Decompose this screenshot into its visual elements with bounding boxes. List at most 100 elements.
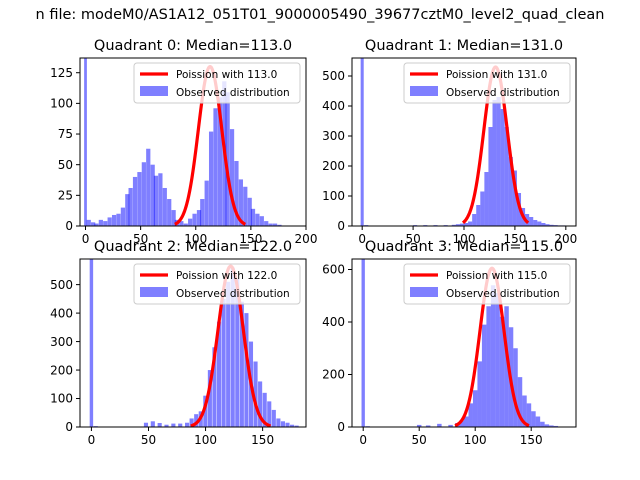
- histogram-bar: [531, 411, 536, 427]
- histogram-bar: [544, 424, 550, 427]
- x-tick-label: 0: [358, 232, 366, 246]
- histogram-bar: [459, 420, 464, 427]
- histogram-bar: [216, 321, 222, 427]
- histogram-bar: [549, 224, 554, 226]
- legend: Poission with 131.0 Observed distribution: [403, 62, 571, 104]
- histogram-bar: [107, 217, 112, 226]
- histogram-bar: [239, 301, 244, 427]
- histogram-bar: [89, 259, 94, 427]
- histogram-bar: [250, 208, 256, 226]
- y-tick-label: 75: [58, 127, 73, 141]
- histogram-bar: [207, 370, 212, 427]
- histogram-bar: [468, 221, 473, 226]
- histogram-bar: [86, 219, 91, 226]
- histogram-bar: [183, 223, 188, 226]
- histogram-bar: [480, 191, 485, 226]
- x-tick-label: 100: [184, 232, 207, 246]
- legend-bars-label: Observed distribution: [446, 288, 560, 300]
- x-tick-label: 50: [133, 232, 148, 246]
- axes-frame: [79, 258, 307, 428]
- histogram-bar: [171, 423, 176, 427]
- y-tick-label: 300: [50, 335, 73, 349]
- figure-suptitle: n file: modeM0/AS1A12_051T01_9000005490_…: [36, 7, 605, 23]
- histogram-bar: [141, 162, 146, 226]
- histogram-bar: [125, 194, 130, 226]
- histogram-bar: [167, 199, 172, 226]
- quadrant-2-panel: Quadrant 2: Median=122.0 0 50 100 150 0 100 200…: [50, 239, 307, 447]
- histogram-bar: [459, 223, 464, 226]
- histogram-bar: [185, 422, 190, 427]
- histogram-bar: [192, 213, 197, 226]
- histogram-bar: [533, 220, 538, 226]
- plot-area: [89, 259, 299, 427]
- histogram-bar: [264, 221, 269, 226]
- histogram-bar: [235, 278, 240, 427]
- histogram-bar: [194, 414, 199, 427]
- histogram-bar: [553, 425, 559, 427]
- histogram-bar: [150, 164, 155, 226]
- x-tick-label: 50: [412, 433, 427, 447]
- histogram-bar: [490, 285, 496, 427]
- histogram-bar: [455, 224, 460, 226]
- histogram-bar: [495, 293, 500, 427]
- histogram-bar: [200, 199, 205, 226]
- histogram-bar: [512, 170, 517, 226]
- y-tick-label: 0: [337, 219, 345, 233]
- histogram-bar: [416, 424, 422, 427]
- histogram-bar: [98, 219, 103, 226]
- panel-title: Quadrant 0: Median=113.0: [94, 38, 292, 54]
- histogram-bar: [272, 223, 278, 226]
- histogram-bar: [517, 377, 523, 427]
- x-tick-label: 150: [251, 433, 274, 447]
- x-tick-label: 0: [88, 433, 96, 447]
- histogram-bar: [285, 422, 290, 427]
- histogram-bar: [271, 409, 276, 427]
- histogram-bar: [146, 148, 151, 226]
- histogram-bar: [132, 176, 138, 226]
- histogram-bar: [513, 348, 518, 427]
- histogram-bar: [360, 58, 364, 226]
- x-tick-label: 0: [359, 433, 367, 447]
- y-tick-label: 0: [65, 420, 73, 434]
- histogram-bar: [549, 425, 554, 427]
- histogram-bar: [540, 421, 545, 427]
- histogram-bar: [468, 403, 473, 427]
- histogram-bar: [157, 423, 162, 427]
- histogram-bar: [238, 179, 243, 226]
- legend-bars-label: Observed distribution: [176, 87, 290, 99]
- axes-frame: [351, 258, 577, 428]
- histogram-bar: [277, 224, 282, 226]
- x-tick-label: 100: [464, 433, 487, 447]
- histogram-bar: [153, 175, 159, 226]
- histogram-bar: [437, 423, 442, 427]
- y-tick-label: 200: [322, 368, 345, 382]
- histogram-bar: [230, 267, 235, 427]
- x-tick-label: 50: [141, 433, 156, 447]
- histogram-bar: [361, 259, 365, 427]
- quadrant-3-panel: Quadrant 3: Median=115.0 0 50 100 150 0 200 400…: [322, 239, 577, 447]
- histogram-bar: [188, 218, 193, 226]
- y-tick-label: 400: [322, 99, 345, 113]
- y-tick-label: 125: [50, 66, 73, 80]
- panel-title: Quadrant 2: Median=122.0: [94, 239, 292, 255]
- y-tick-label: 500: [322, 69, 345, 83]
- y-tick-label: 200: [50, 363, 73, 377]
- histogram-bar: [476, 205, 481, 226]
- y-tick-label: 25: [58, 189, 73, 203]
- histogram-bar: [472, 390, 478, 427]
- histogram-bar: [486, 306, 491, 427]
- histogram-bar: [253, 361, 258, 427]
- histogram-bar: [529, 217, 534, 226]
- histogram-bar: [226, 281, 231, 427]
- histogram-bar: [203, 395, 208, 427]
- histogram-bar: [103, 221, 108, 226]
- x-tick-label: 150: [520, 433, 543, 447]
- legend-bars-swatch: [410, 287, 438, 297]
- histogram-bar: [128, 187, 133, 226]
- legend-box: [403, 263, 571, 305]
- histogram-bar: [425, 425, 431, 427]
- legend-curve-label: Poission with 122.0: [176, 270, 277, 282]
- plot-area: [360, 58, 566, 226]
- histogram-bar: [212, 347, 217, 427]
- quadrant-0-panel: Quadrant 0: Median=113.0 0 50 100 150 200 0 25 5…: [50, 38, 317, 246]
